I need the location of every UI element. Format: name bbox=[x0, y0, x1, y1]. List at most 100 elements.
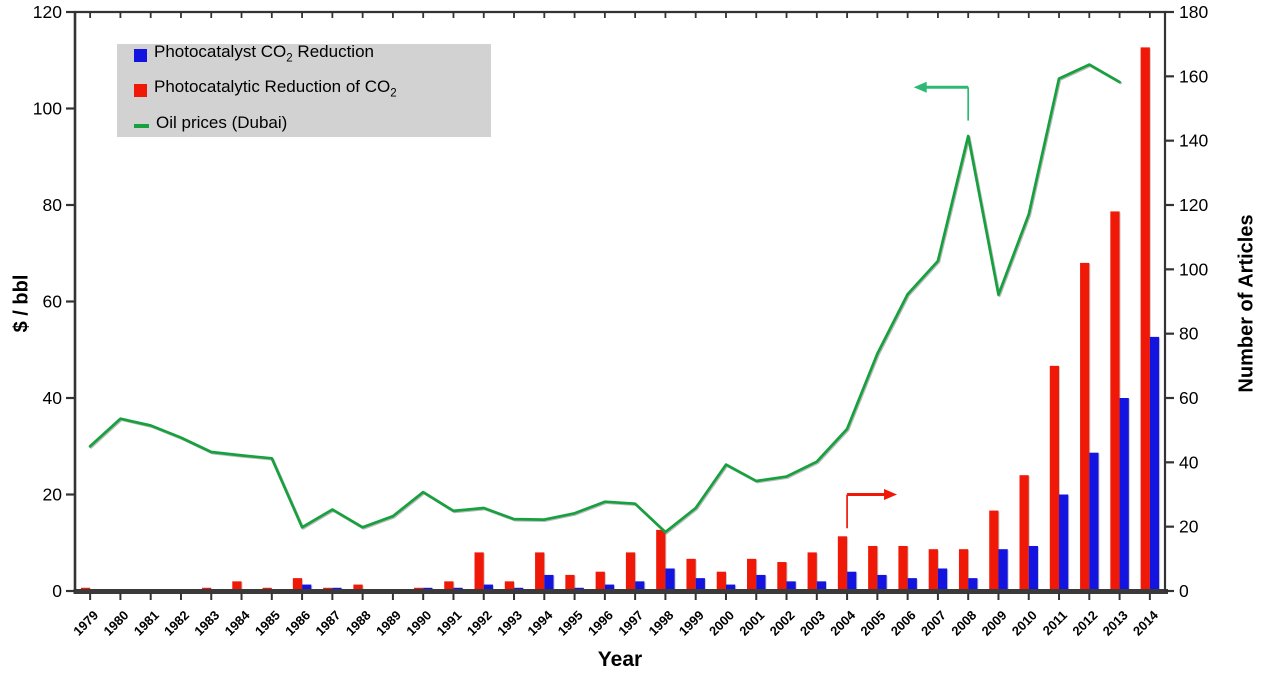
bar-photocatalyst-co2-reduction-2004 bbox=[847, 571, 857, 591]
right-tick-label-20: 20 bbox=[1179, 517, 1199, 537]
x-tick-label-1997: 1997 bbox=[615, 608, 646, 639]
bar-photocatalyst-co2-reduction-2006 bbox=[907, 578, 917, 591]
x-tick-label-1985: 1985 bbox=[252, 608, 283, 639]
x-tick-label-2012: 2012 bbox=[1069, 608, 1100, 639]
x-tick-label-1990: 1990 bbox=[403, 608, 434, 639]
bar-photocatalytic-reduction-of-co2-1997 bbox=[625, 552, 636, 591]
bar-photocatalytic-reduction-of-co2-2012 bbox=[1080, 262, 1090, 591]
right-axis-title: Number of Articles bbox=[1235, 214, 1258, 393]
bar-photocatalytic-reduction-of-co2-2013 bbox=[1110, 211, 1120, 591]
bar-photocatalyst-co2-reduction-1999 bbox=[695, 578, 705, 591]
left-axis-title: $ / bbl bbox=[10, 274, 33, 333]
bar-photocatalyst-co2-reduction-1992 bbox=[483, 584, 493, 591]
green-dash-swatch-icon bbox=[134, 123, 149, 128]
bar-photocatalytic-reduction-of-co2-2000 bbox=[716, 571, 726, 591]
x-tick-label-2002: 2002 bbox=[767, 608, 798, 639]
bar-photocatalyst-co2-reduction-1994 bbox=[544, 574, 554, 591]
left-tick-label-60: 60 bbox=[43, 292, 63, 312]
x-tick-label-1993: 1993 bbox=[494, 608, 525, 639]
x-tick-label-1989: 1989 bbox=[373, 608, 404, 639]
bar-photocatalytic-reduction-of-co2-1998 bbox=[656, 529, 666, 591]
right-tick-label-40: 40 bbox=[1179, 452, 1199, 472]
bar-photocatalyst-co2-reduction-2014 bbox=[1149, 336, 1160, 591]
bar-photocatalytic-reduction-of-co2-1996 bbox=[595, 571, 605, 591]
bar-photocatalytic-reduction-of-co2-2014 bbox=[1140, 47, 1150, 591]
right-tick-label-160: 160 bbox=[1179, 66, 1208, 86]
left-tick-label-100: 100 bbox=[33, 99, 62, 119]
bar-photocatalytic-reduction-of-co2-2007 bbox=[928, 549, 938, 591]
legend-label: Photocatalytic Reduction of CO2 bbox=[154, 77, 397, 100]
x-tick-label-1991: 1991 bbox=[434, 608, 465, 639]
x-tick-label-2006: 2006 bbox=[888, 608, 919, 639]
bar-photocatalytic-reduction-of-co2-1984 bbox=[232, 581, 242, 591]
bar-photocatalyst-co2-reduction-2012 bbox=[1089, 452, 1099, 591]
right-tick-label-60: 60 bbox=[1179, 388, 1199, 408]
x-tick-label-1998: 1998 bbox=[645, 608, 676, 639]
x-tick-label-2007: 2007 bbox=[918, 608, 949, 639]
right-tick-label-180: 180 bbox=[1179, 2, 1208, 22]
bar-photocatalytic-reduction-of-co2-1992 bbox=[474, 552, 484, 591]
bar-photocatalytic-reduction-of-co2-1986 bbox=[292, 578, 303, 591]
left-tick-label-80: 80 bbox=[43, 195, 63, 215]
bar-photocatalytic-reduction-of-co2-2004 bbox=[837, 536, 848, 591]
x-tick-label-2009: 2009 bbox=[979, 608, 1010, 639]
x-tick-label-1984: 1984 bbox=[222, 607, 254, 639]
legend-label: Oil prices (Dubai) bbox=[156, 112, 288, 132]
x-tick-label-1987: 1987 bbox=[312, 608, 343, 639]
x-tick-label-2008: 2008 bbox=[948, 608, 979, 639]
x-tick-label-1980: 1980 bbox=[100, 608, 131, 639]
legend-item-photocatalyst-co2-reduction: Photocatalyst CO2 Reduction bbox=[134, 39, 491, 71]
bar-photocatalyst-co2-reduction-2000 bbox=[725, 584, 736, 591]
bar-photocatalytic-reduction-of-co2-1995 bbox=[565, 574, 575, 591]
bar-photocatalytic-reduction-of-co2-1994 bbox=[535, 552, 545, 591]
legend-label: Photocatalyst CO2 Reduction bbox=[154, 41, 374, 65]
left-axis-pointer-arrow-head-icon bbox=[913, 81, 927, 93]
x-tick-label-1983: 1983 bbox=[191, 608, 222, 639]
x-tick-label-1996: 1996 bbox=[585, 608, 616, 639]
bar-photocatalytic-reduction-of-co2-2001 bbox=[747, 558, 757, 591]
bar-photocatalytic-reduction-of-co2-2006 bbox=[898, 545, 908, 591]
left-tick-label-20: 20 bbox=[43, 485, 63, 505]
bar-photocatalyst-co2-reduction-2003 bbox=[816, 581, 827, 591]
x-tick-label-1992: 1992 bbox=[464, 608, 495, 639]
bar-photocatalyst-co2-reduction-2001 bbox=[756, 574, 766, 591]
bar-photocatalyst-co2-reduction-2005 bbox=[877, 574, 887, 591]
bar-photocatalytic-reduction-of-co2-1988 bbox=[353, 584, 363, 591]
oil-price-line bbox=[88, 63, 1121, 534]
bar-photocatalytic-reduction-of-co2-2002 bbox=[777, 562, 787, 591]
x-tick-label-1988: 1988 bbox=[343, 608, 374, 639]
right-tick-label-140: 140 bbox=[1179, 131, 1208, 151]
bar-photocatalytic-reduction-of-co2-2003 bbox=[807, 552, 817, 591]
x-tick-label-1979: 1979 bbox=[70, 608, 101, 639]
bar-photocatalyst-co2-reduction-2010 bbox=[1028, 545, 1038, 591]
legend-item-oil-prices-dubai: Oil prices (Dubai) bbox=[134, 110, 491, 142]
x-tick-label-1995: 1995 bbox=[555, 608, 586, 639]
right-axis-pointer-arrow-head-icon bbox=[884, 489, 898, 500]
bar-photocatalyst-co2-reduction-2009 bbox=[998, 549, 1008, 591]
right-tick-label-100: 100 bbox=[1179, 259, 1208, 279]
bar-photocatalytic-reduction-of-co2-1991 bbox=[444, 581, 454, 591]
right-tick-label-120: 120 bbox=[1179, 195, 1208, 215]
x-tick-label-1986: 1986 bbox=[282, 608, 313, 639]
left-tick-label-120: 120 bbox=[33, 2, 62, 22]
left-tick-label-0: 0 bbox=[52, 581, 62, 601]
bar-photocatalyst-co2-reduction-1986 bbox=[302, 584, 312, 591]
bar-photocatalyst-co2-reduction-1998 bbox=[665, 568, 675, 591]
x-axis-title: Year bbox=[597, 648, 643, 671]
x-tick-label-2000: 2000 bbox=[706, 608, 737, 639]
left-tick-label-40: 40 bbox=[43, 388, 63, 408]
right-tick-label-0: 0 bbox=[1179, 581, 1189, 601]
bar-photocatalyst-co2-reduction-2013 bbox=[1119, 398, 1129, 591]
legend-item-photocatalytic-reduction-of-co2: Photocatalytic Reduction of CO2 bbox=[134, 74, 491, 106]
bar-photocatalyst-co2-reduction-2007 bbox=[937, 568, 948, 591]
bar-photocatalytic-reduction-of-co2-2008 bbox=[958, 549, 969, 591]
x-tick-label-1982: 1982 bbox=[161, 608, 192, 639]
x-tick-label-2001: 2001 bbox=[736, 608, 767, 639]
bar-photocatalyst-co2-reduction-2011 bbox=[1059, 494, 1069, 591]
x-tick-label-2010: 2010 bbox=[1009, 608, 1040, 639]
bar-photocatalytic-reduction-of-co2-2005 bbox=[868, 545, 878, 591]
bar-photocatalyst-co2-reduction-2008 bbox=[968, 578, 978, 591]
bar-photocatalyst-co2-reduction-2002 bbox=[786, 581, 796, 591]
